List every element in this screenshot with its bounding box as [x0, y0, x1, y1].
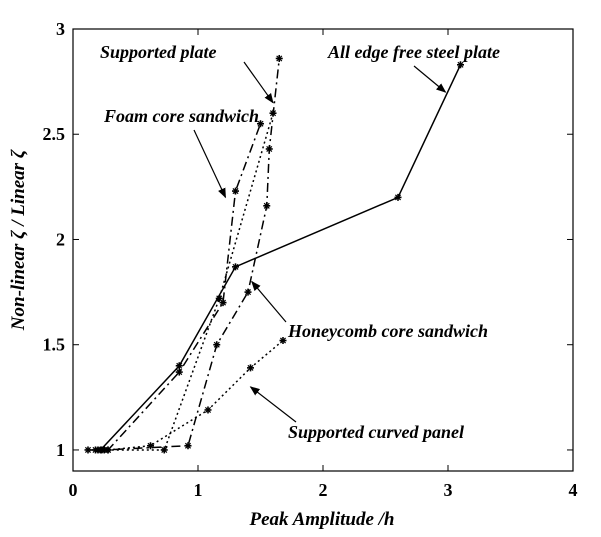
data-point-d2 — [232, 188, 239, 195]
series-line-1 — [88, 123, 262, 451]
data-point — [232, 187, 239, 195]
plot-area: 0 1 2 3 411.522.53 — [43, 19, 578, 500]
y-tick-label: 2.5 — [43, 124, 66, 144]
data-point-d2 — [161, 446, 168, 453]
annotation-arrow — [193, 129, 227, 199]
x-tick-label: 1 — [194, 480, 203, 500]
data-point-d2 — [266, 145, 273, 152]
data-point — [92, 446, 99, 454]
data-point — [147, 442, 154, 450]
data-point-d2 — [394, 194, 402, 201]
series-line-4 — [107, 339, 284, 451]
data-point — [98, 446, 106, 454]
x-tick-label: 3 — [444, 480, 453, 500]
annotation-foam-core-sandwich: Foam core sandwich — [103, 106, 259, 126]
annotation-honeycomb-core-sandwich: Honeycomb core sandwich — [287, 321, 488, 341]
y-tick-label: 1 — [56, 440, 65, 460]
data-point-d2 — [176, 369, 183, 376]
data-point — [84, 446, 92, 454]
data-point — [279, 337, 287, 345]
data-point-d2 — [263, 202, 270, 209]
data-point-d2 — [269, 110, 277, 117]
data-point — [263, 202, 271, 210]
data-point — [213, 341, 221, 349]
annotation-arrow — [413, 65, 447, 93]
data-point-d2 — [244, 289, 252, 296]
data-point-d2 — [204, 406, 212, 413]
data-point-d2 — [92, 446, 99, 453]
x-axis-label: Peak Amplitude /h — [249, 509, 395, 530]
data-point-d2 — [232, 263, 239, 270]
data-point — [232, 263, 239, 271]
data-point-d2 — [184, 442, 192, 449]
annotation-supported-plate: Supported plate — [100, 42, 217, 62]
y-tick-label: 1.5 — [43, 335, 66, 355]
data-point — [175, 368, 183, 376]
data-point-d2 — [104, 446, 112, 453]
data-point-d2 — [98, 446, 105, 453]
data-point — [275, 54, 283, 62]
series-line-3 — [101, 112, 274, 451]
annotation-all-edge-free-steel-plate: All edge free steel plate — [327, 42, 500, 62]
data-point-d2 — [276, 55, 283, 62]
data-point-d2 — [279, 337, 287, 344]
data-point-d2 — [257, 120, 264, 127]
data-point — [160, 446, 168, 454]
data-point — [204, 406, 212, 414]
data-point — [265, 145, 273, 153]
data-point — [104, 446, 112, 454]
y-tick-label: 2 — [56, 229, 65, 249]
x-tick-label: 4 — [569, 480, 578, 500]
x-tick-label: 0 — [69, 480, 78, 500]
data-point — [394, 193, 402, 201]
data-point — [457, 61, 464, 69]
annotation-supported-curved-panel: Supported curved panel — [288, 422, 464, 442]
data-point — [215, 294, 223, 302]
annotation-arrow — [243, 61, 274, 104]
data-point-d2 — [147, 442, 154, 449]
data-point — [257, 120, 264, 128]
data-point-d2 — [84, 446, 92, 453]
data-point — [175, 362, 183, 370]
y-axis-label: Non-linear ζ / Linear ζ — [8, 149, 29, 331]
data-point-d2 — [219, 299, 227, 306]
data-point-d2 — [247, 364, 254, 371]
data-point-d2 — [176, 362, 183, 369]
annotation-arrow — [249, 386, 297, 423]
data-point-d2 — [216, 295, 223, 302]
data-point-d2 — [457, 61, 464, 68]
data-point — [247, 364, 254, 372]
data-point — [269, 109, 277, 117]
data-point — [244, 288, 252, 296]
data-point-d2 — [213, 341, 220, 348]
annotation-arrow — [251, 280, 287, 323]
data-point — [184, 442, 192, 450]
x-tick-label: 2 — [319, 480, 328, 500]
y-tick-label: 3 — [56, 19, 65, 39]
plot-frame — [72, 28, 574, 472]
